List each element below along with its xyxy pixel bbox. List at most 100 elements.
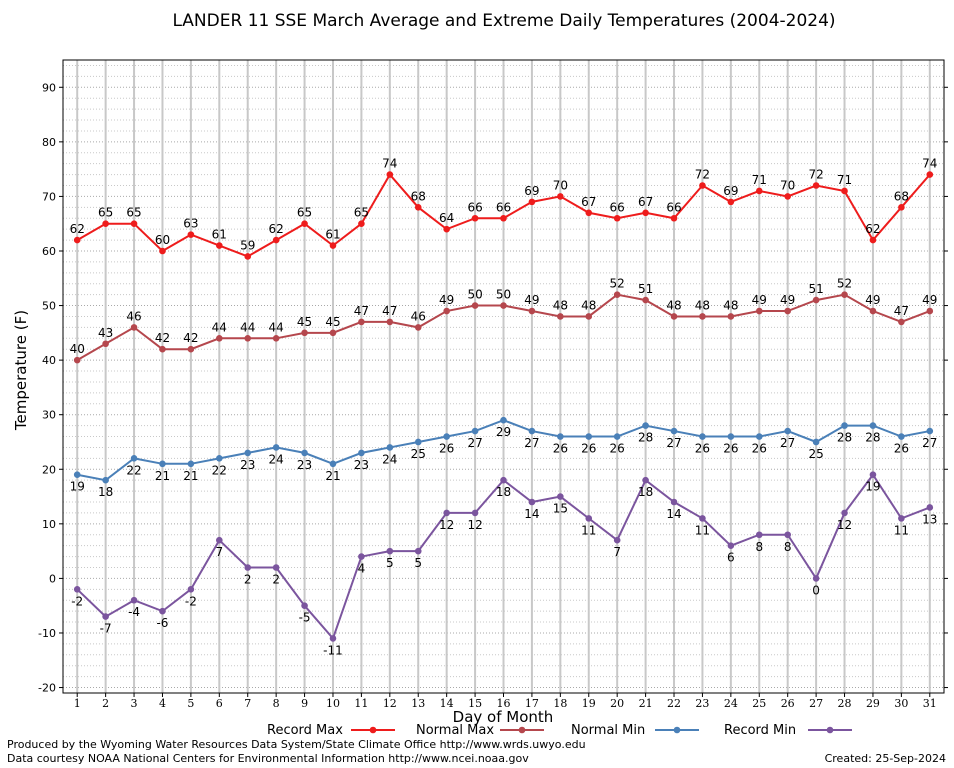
legend-label-normal-max: Normal Max	[416, 723, 494, 738]
record-max-data-label: 67	[581, 195, 596, 209]
normal-min-point	[216, 455, 223, 462]
record-min-data-label: 6	[727, 551, 735, 565]
record-min-point	[500, 476, 507, 484]
record-min-point	[301, 602, 308, 609]
normal-max-data-label: 40	[70, 342, 85, 356]
legend-label-record-min: Record Min	[724, 723, 796, 738]
normal-min-point	[386, 444, 394, 451]
record-max-data-label: 65	[354, 206, 369, 220]
normal-max-point	[414, 324, 422, 331]
normal-min-point	[869, 422, 877, 429]
record-max-point	[841, 187, 848, 195]
record-max-data-label: 70	[780, 178, 795, 192]
record-min-data-label: 8	[755, 540, 763, 554]
normal-min-point	[159, 460, 166, 468]
record-min-point	[272, 564, 280, 571]
record-max-data-label: 64	[439, 211, 454, 225]
x-tick-label: 22	[667, 697, 681, 710]
record-min-point	[358, 553, 365, 560]
record-max-data-label: 71	[752, 173, 767, 187]
record-min-point	[216, 536, 223, 544]
normal-max-data-label: 51	[808, 282, 823, 296]
normal-min-data-label: 27	[922, 436, 937, 450]
record-min-point	[670, 498, 678, 506]
normal-max-point	[102, 340, 109, 348]
normal-max-data-label: 48	[695, 298, 710, 312]
x-tick-label: 16	[497, 697, 511, 710]
x-tick-label: 19	[582, 697, 596, 710]
record-max-data-label: 72	[808, 168, 823, 182]
record-min-point	[898, 515, 905, 522]
x-tick-label: 20	[610, 697, 624, 710]
y-tick-label: -10	[38, 627, 56, 640]
y-tick-label: 30	[42, 409, 56, 422]
record-max-point	[528, 198, 536, 206]
y-tick-label: 80	[42, 136, 56, 149]
record-max-data-label: 70	[553, 178, 568, 192]
record-max-point	[414, 204, 422, 211]
x-tick-label: 26	[781, 697, 795, 710]
normal-max-data-label: 52	[610, 277, 625, 291]
normal-min-data-label: 23	[354, 458, 369, 472]
normal-min-data-label: 27	[467, 436, 482, 450]
record-min-data-label: -2	[71, 594, 83, 608]
record-max-data-label: 69	[723, 184, 738, 198]
normal-min-point	[102, 476, 109, 484]
normal-max-data-label: 46	[411, 309, 426, 323]
record-max-data-label: 72	[695, 168, 710, 182]
record-min-point	[784, 531, 791, 539]
normal-min-data-label: 24	[269, 452, 284, 466]
x-tick-label: 18	[553, 697, 567, 710]
x-tick-label: 3	[131, 697, 138, 710]
normal-min-data-label: 27	[666, 436, 681, 450]
normal-max-point	[699, 313, 706, 320]
record-max-point	[869, 236, 877, 244]
normal-min-point	[301, 449, 308, 457]
record-max-point	[386, 171, 394, 178]
normal-min-point	[841, 422, 848, 429]
normal-max-point	[869, 307, 877, 315]
normal-min-point	[528, 427, 536, 435]
normal-max-point	[386, 318, 394, 326]
normal-min-point	[358, 449, 365, 457]
record-min-point	[414, 547, 422, 555]
record-max-data-label: 62	[269, 222, 284, 236]
record-min-point	[926, 504, 934, 511]
record-min-data-label: 4	[358, 562, 366, 576]
x-axis-label: Day of Month	[453, 708, 554, 726]
record-min-point	[471, 509, 479, 517]
x-tick-label: 17	[525, 697, 539, 710]
record-max-data-label: 71	[837, 173, 852, 187]
record-min-point	[755, 531, 763, 539]
normal-max-data-label: 49	[524, 293, 539, 307]
normal-max-point	[187, 345, 195, 353]
x-tick-label: 1	[74, 697, 81, 710]
record-max-point	[755, 187, 763, 195]
y-tick-label: 90	[42, 81, 56, 94]
record-min-point	[159, 607, 166, 615]
footer-produced-by: Produced by the Wyoming Water Resources …	[7, 738, 586, 751]
normal-min-point	[187, 460, 195, 468]
normal-max-data-label: 43	[98, 326, 113, 340]
normal-min-data-label: 19	[70, 480, 85, 494]
x-tick-label: 10	[326, 697, 340, 710]
x-tick-label: 13	[411, 697, 425, 710]
record-max-data-label: 66	[666, 200, 681, 214]
record-min-data-label: 18	[496, 485, 511, 499]
normal-min-point	[443, 433, 450, 440]
normal-max-data-label: 46	[126, 309, 141, 323]
record-max-point	[557, 193, 564, 200]
normal-min-data-label: 27	[524, 436, 539, 450]
record-min-point	[841, 509, 848, 517]
record-min-point	[329, 635, 337, 642]
record-min-point	[613, 536, 621, 544]
normal-min-point	[557, 433, 564, 440]
normal-max-data-label: 50	[467, 288, 482, 302]
normal-max-point	[159, 345, 166, 353]
normal-min-data-label: 21	[183, 469, 198, 483]
x-tick-label: 9	[301, 697, 308, 710]
normal-min-point	[272, 444, 280, 451]
y-tick-label: 70	[42, 190, 56, 203]
record-min-data-label: 13	[922, 512, 937, 526]
